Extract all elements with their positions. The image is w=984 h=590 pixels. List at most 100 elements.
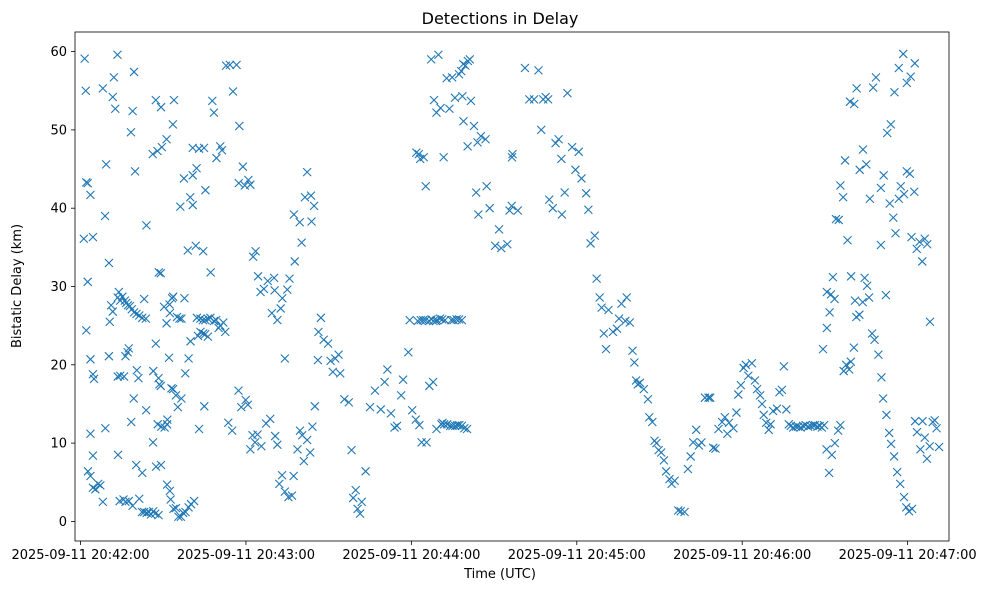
data-point — [683, 464, 693, 474]
data-point — [429, 316, 438, 326]
data-point — [597, 303, 606, 313]
data-point — [476, 131, 486, 141]
data-point — [137, 468, 147, 478]
data-point — [915, 444, 925, 454]
data-point — [819, 420, 829, 430]
data-point — [217, 145, 227, 155]
data-point — [466, 96, 476, 106]
data-point — [827, 450, 837, 460]
data-point — [243, 400, 253, 410]
data-point — [188, 170, 198, 180]
data-point — [382, 365, 392, 374]
data-point — [505, 206, 514, 215]
data-point — [207, 96, 217, 106]
data-point — [729, 423, 738, 433]
data-point — [344, 398, 354, 407]
data-point — [436, 103, 445, 113]
y-tick-label: 0 — [59, 515, 67, 530]
data-point — [855, 310, 864, 320]
data-point — [830, 438, 840, 448]
data-point — [280, 354, 290, 363]
data-point — [833, 426, 843, 435]
data-point — [132, 309, 141, 319]
data-point — [305, 448, 315, 457]
data-point — [428, 377, 438, 387]
data-point — [272, 315, 282, 325]
data-point — [114, 287, 124, 297]
data-point — [179, 174, 189, 183]
data-point — [507, 201, 517, 211]
data-point — [113, 50, 122, 60]
data-point — [583, 205, 593, 215]
data-point — [196, 327, 205, 337]
data-point — [494, 224, 504, 234]
data-point — [604, 305, 613, 315]
data-point — [191, 241, 201, 251]
data-point — [193, 331, 203, 341]
data-point — [490, 241, 500, 251]
data-point — [256, 441, 266, 451]
x-tick-label: 2025-09-11 20:44:00 — [342, 548, 480, 563]
data-point — [245, 444, 255, 454]
data-point — [326, 356, 335, 366]
data-point — [757, 399, 767, 409]
data-point — [855, 165, 865, 175]
data-point — [227, 426, 237, 435]
data-point — [245, 180, 255, 190]
data-point — [192, 313, 202, 323]
data-point — [407, 405, 417, 415]
data-point — [151, 339, 161, 349]
data-point — [110, 104, 120, 114]
data-point — [840, 156, 850, 165]
x-tick-label: 2025-09-11 20:47:00 — [839, 548, 977, 563]
data-point — [711, 444, 720, 453]
data-point — [835, 420, 845, 430]
data-point — [560, 188, 570, 197]
data-point — [930, 416, 940, 425]
data-point — [164, 353, 174, 363]
data-point — [238, 162, 248, 172]
data-point — [496, 243, 506, 253]
data-point — [752, 384, 762, 394]
data-point — [206, 268, 216, 277]
data-point — [846, 271, 856, 281]
data-point — [209, 316, 219, 326]
data-point — [166, 495, 176, 504]
data-point — [295, 217, 305, 227]
data-point — [241, 395, 251, 405]
data-point — [154, 510, 163, 520]
data-point — [310, 401, 320, 411]
y-tick-label: 20 — [50, 358, 67, 373]
data-point — [386, 408, 396, 418]
data-point — [194, 424, 204, 434]
data-point — [156, 268, 166, 278]
data-point — [870, 335, 879, 345]
data-point — [465, 55, 475, 64]
data-point — [661, 466, 671, 476]
data-point — [101, 159, 111, 169]
data-point — [482, 181, 492, 191]
data-point — [912, 427, 922, 437]
data-point — [253, 430, 262, 439]
data-point — [165, 486, 175, 496]
data-point — [577, 174, 586, 183]
data-point — [299, 456, 309, 466]
data-point — [876, 183, 886, 193]
data-point — [686, 452, 696, 461]
data-point — [665, 474, 674, 484]
data-point — [852, 83, 862, 93]
data-point — [234, 121, 244, 131]
data-point — [656, 448, 666, 457]
data-point — [834, 215, 844, 225]
data-point — [265, 414, 275, 424]
data-point — [828, 272, 838, 282]
data-point — [922, 454, 932, 464]
x-tick-label: 2025-09-11 20:43:00 — [177, 548, 315, 563]
data-point — [347, 445, 356, 455]
data-point — [590, 231, 600, 240]
data-point — [357, 497, 367, 507]
data-point — [557, 210, 567, 219]
data-point — [126, 417, 136, 427]
data-point — [411, 148, 421, 157]
